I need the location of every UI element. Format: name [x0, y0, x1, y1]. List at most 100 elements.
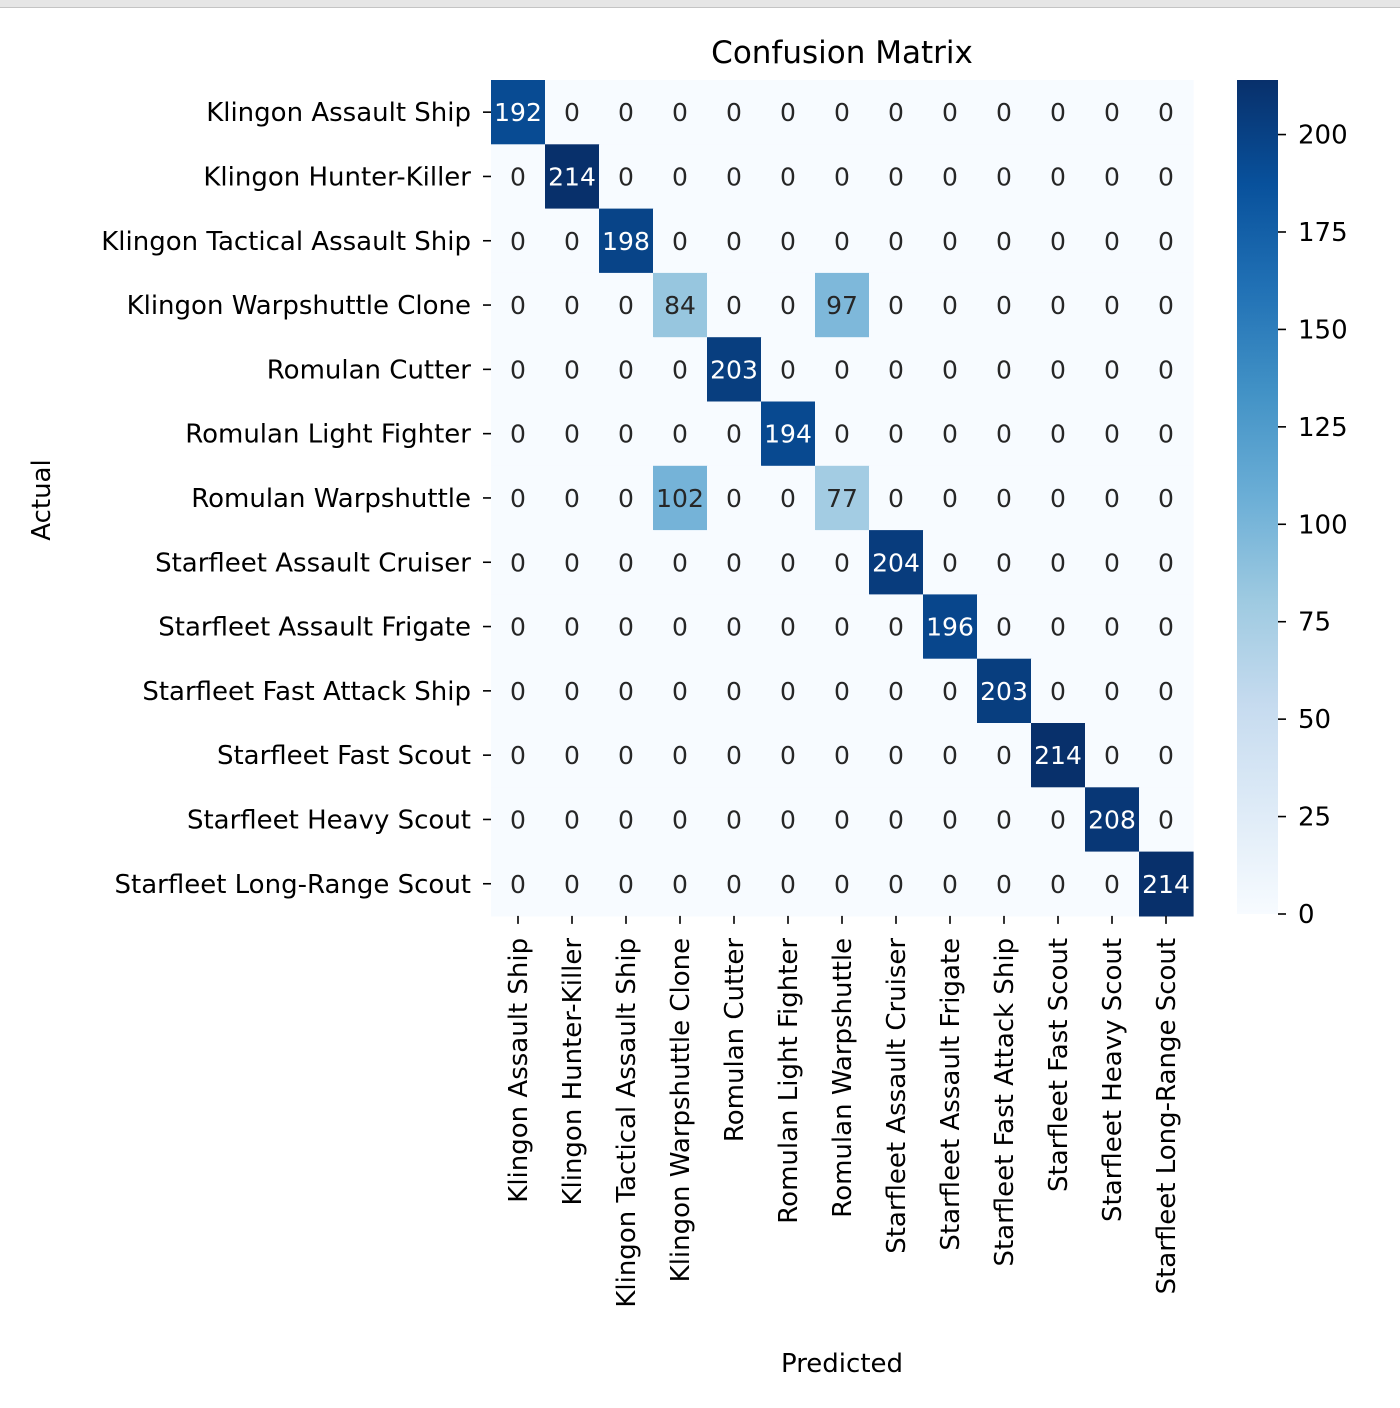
cell-value-label: 214 — [548, 162, 596, 191]
heatmap-cell — [1085, 337, 1140, 403]
colorbar: 0 25 50 75 100 125 150 175 200 — [1237, 80, 1348, 930]
heatmap-cell — [545, 594, 600, 660]
cell-value-label: 0 — [942, 291, 958, 320]
heatmap-cell — [923, 465, 978, 531]
cell-value-label: 0 — [996, 291, 1012, 320]
cell-value-label: 208 — [1088, 805, 1136, 834]
cell-value-label: 0 — [1158, 613, 1174, 642]
heatmap-cell — [1139, 272, 1194, 338]
heatmap-cell — [599, 337, 654, 403]
cell-value-label: 0 — [1158, 484, 1174, 513]
heatmap-cell — [869, 787, 924, 853]
colorbar-tick-label: 50 — [1298, 705, 1331, 735]
y-tick-label: Starfleet Fast Scout — [217, 741, 471, 771]
cell-value-label: 0 — [564, 741, 580, 770]
heatmap-cell — [977, 401, 1032, 467]
cell-value-label: 0 — [726, 98, 742, 127]
chart-title: Confusion Matrix — [711, 35, 973, 71]
heatmap-cell — [923, 144, 978, 210]
heatmap-cell — [491, 723, 546, 788]
cell-value-label: 0 — [780, 870, 796, 899]
heatmap-cell — [977, 723, 1032, 788]
cell-value-label: 0 — [1104, 162, 1120, 191]
cell-value-label: 0 — [834, 98, 850, 127]
heatmap-cell — [977, 851, 1032, 917]
heatmap-cell — [923, 208, 978, 274]
heatmap-cell — [1139, 144, 1194, 210]
heatmap-cell — [869, 594, 924, 660]
heatmap-cell — [599, 594, 654, 660]
heatmap-cell — [1031, 337, 1086, 403]
heatmap-cell — [761, 337, 816, 403]
heatmap-cell — [761, 80, 816, 145]
cell-value-label: 0 — [1158, 805, 1174, 834]
heatmap-cell — [815, 401, 870, 467]
cell-value-label: 0 — [834, 355, 850, 384]
heatmap-cell — [1031, 787, 1086, 853]
x-tick-label: Starfleet Assault Cruiser — [882, 938, 912, 1254]
heatmap-cell — [977, 658, 1032, 724]
y-tick-label: Starfleet Fast Attack Ship — [142, 677, 471, 707]
cell-value-label: 0 — [1158, 355, 1174, 384]
heatmap-cell — [653, 594, 708, 660]
cell-value-label: 0 — [564, 677, 580, 706]
cell-value-label: 0 — [780, 291, 796, 320]
heatmap-cell — [815, 851, 870, 917]
cell-value-label: 0 — [1104, 741, 1120, 770]
heatmap-cell — [761, 401, 816, 467]
cell-value-label: 0 — [888, 741, 904, 770]
heatmap-cell — [1139, 208, 1194, 274]
heatmap-cell — [815, 272, 870, 338]
heatmap-cell — [1139, 401, 1194, 467]
heatmap-cell — [545, 658, 600, 724]
heatmap-cell — [923, 658, 978, 724]
colorbar-tick-label: 100 — [1298, 510, 1348, 540]
cell-value-label: 0 — [1104, 870, 1120, 899]
heatmap-cell — [707, 723, 762, 788]
y-axis-ticks: Klingon Assault Ship Klingon Hunter-Kille… — [101, 98, 491, 900]
cell-value-label: 214 — [1034, 741, 1082, 770]
cell-value-label: 0 — [726, 484, 742, 513]
cell-value-label: 0 — [996, 548, 1012, 577]
colorbar-tick-label: 200 — [1298, 121, 1348, 151]
heatmap-cell — [491, 272, 546, 338]
heatmap-cell — [1031, 272, 1086, 338]
heatmap-cell — [1139, 658, 1194, 724]
cell-value-label: 203 — [710, 355, 758, 384]
cell-value-label: 0 — [1050, 484, 1066, 513]
cell-value-label: 0 — [672, 613, 688, 642]
heatmap-cell — [1139, 594, 1194, 660]
x-tick-label: Starfleet Long-Range Scout — [1152, 938, 1182, 1295]
heatmap-cell — [707, 658, 762, 724]
heatmap-cell — [545, 80, 600, 145]
heatmap-cell — [707, 337, 762, 403]
heatmap-cell — [1139, 851, 1194, 917]
heatmap-cell — [1085, 723, 1140, 788]
cell-value-label: 0 — [618, 613, 634, 642]
cell-value-label: 0 — [996, 355, 1012, 384]
cell-value-label: 0 — [510, 677, 526, 706]
cell-value-label: 0 — [1104, 291, 1120, 320]
cell-value-label: 0 — [726, 677, 742, 706]
cell-value-label: 0 — [1050, 870, 1066, 899]
cell-value-label: 0 — [726, 805, 742, 834]
heatmap-cell — [653, 80, 708, 145]
heatmap-cell — [977, 272, 1032, 338]
heatmap-cell — [599, 787, 654, 853]
cell-value-label: 0 — [564, 98, 580, 127]
heatmap-cell — [491, 851, 546, 917]
x-tick-label: Romulan Warpshuttle — [828, 938, 858, 1218]
heatmap-cell — [761, 723, 816, 788]
heatmap-cell — [815, 337, 870, 403]
heatmap-cell — [545, 401, 600, 467]
heatmap-cell — [761, 144, 816, 210]
cell-value-label: 0 — [942, 677, 958, 706]
cell-value-label: 0 — [834, 677, 850, 706]
cell-value-label: 0 — [996, 805, 1012, 834]
cell-value-label: 0 — [780, 741, 796, 770]
cell-value-label: 0 — [510, 548, 526, 577]
heatmap-cell — [1139, 80, 1194, 145]
cell-value-label: 194 — [764, 420, 812, 449]
heatmap: 192 0 0 0 0 0 0 0 0 0 0 0 0 0 214 0 0 0 0 0 0 0 0 0 0 0 0 0 198 0 0 0 0 0… — [491, 80, 1194, 917]
cell-value-label: 0 — [1050, 227, 1066, 256]
